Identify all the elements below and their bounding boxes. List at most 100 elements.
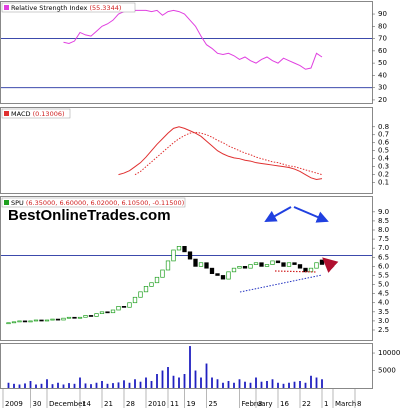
volume-bar — [29, 381, 32, 388]
y-tick-label: 5000 — [378, 367, 396, 375]
volume-bar — [73, 383, 76, 388]
volume-bar — [134, 379, 136, 388]
volume-bar — [40, 383, 43, 388]
candle — [72, 316, 77, 319]
marks: 90 80 70 60 50 40 30 20 0.80.70.60.50.40.30.20.1… — [1, 9, 400, 408]
volume-bar — [35, 384, 37, 388]
support-line — [274, 270, 317, 273]
volume-bar — [51, 384, 54, 388]
y-tick-label: 0.2 — [378, 171, 389, 179]
candle — [204, 262, 209, 269]
candle — [143, 286, 149, 293]
candle — [28, 320, 33, 323]
volume-bar — [178, 377, 180, 388]
legend-name: Relative Strength Index — [11, 4, 88, 12]
volume-bar — [117, 382, 120, 388]
y-tick-label: 90 — [378, 10, 387, 18]
legend-name: SPU — [11, 199, 24, 207]
y-tick-label: 50 — [378, 59, 387, 67]
volume-bar — [315, 377, 318, 388]
volume-bar — [194, 370, 197, 388]
volume-bar — [189, 346, 191, 388]
candle — [6, 322, 11, 325]
volume-bar — [293, 381, 296, 388]
candle — [248, 264, 253, 269]
candle — [215, 273, 220, 276]
candle — [176, 246, 182, 251]
candle — [11, 321, 17, 324]
x-tick-label: 2009 — [5, 400, 23, 408]
candle — [198, 262, 204, 267]
volume-bar — [156, 374, 158, 388]
volume-bar — [167, 367, 169, 388]
y-tick-label: 5.0 — [378, 281, 389, 289]
x-tick-label: February — [242, 400, 273, 408]
candle — [253, 262, 259, 265]
candle — [83, 315, 88, 318]
candle — [77, 316, 83, 319]
volume-bar — [79, 377, 81, 388]
legend-name: MACD (0.13006) — [11, 110, 65, 118]
volume-bar — [227, 381, 230, 388]
volume-bar — [7, 382, 10, 388]
volume-bar — [299, 381, 301, 388]
annotation-arrow — [264, 206, 292, 222]
x-tick-label: 22 — [302, 400, 311, 408]
y-tick-label: 80 — [378, 22, 387, 30]
x-tick-label: 28 — [126, 400, 135, 408]
x-tick-label: December — [49, 400, 85, 408]
volume-bar — [90, 384, 92, 388]
volume-bar — [205, 363, 208, 388]
candle — [193, 258, 198, 267]
legend-reading: (0.13006) — [33, 110, 65, 118]
x-tick-label: 8 — [357, 400, 361, 408]
x-tick-label: 14 — [82, 400, 91, 408]
y-tick-label: 60 — [378, 47, 387, 55]
volume-bar — [123, 380, 125, 388]
volume-bar — [266, 381, 268, 388]
legend-reading: (6.35000, 6.60000, 6.02000, 6.10500, -0.… — [26, 199, 184, 207]
x-tick-label: March — [335, 400, 356, 408]
x-tick-label: 30 — [33, 400, 42, 408]
y-tick-label: 0.6 — [378, 139, 390, 147]
macd-legend — [1, 108, 71, 119]
candle — [132, 296, 138, 304]
y-tick-label: 3.5 — [378, 308, 389, 316]
candle — [308, 267, 314, 273]
candle — [231, 267, 237, 273]
candle — [121, 306, 127, 308]
y-tick-label: 3.0 — [378, 317, 389, 325]
candle — [160, 269, 165, 278]
y-tick-label: 6.5 — [378, 253, 389, 261]
x-tick-label: 1 — [324, 400, 328, 408]
volume-bar — [255, 377, 257, 388]
volume-bar — [24, 383, 26, 388]
candle — [154, 276, 160, 284]
candle — [286, 262, 292, 267]
y-tick-label: 30 — [378, 84, 387, 92]
y-tick-label: 40 — [378, 71, 387, 79]
volume-bar — [321, 379, 323, 388]
candle — [281, 262, 286, 267]
candle — [220, 275, 226, 280]
y-tick-label: 6.0 — [378, 262, 389, 270]
volume-bar — [161, 370, 164, 388]
x-tick-label: 21 — [104, 400, 113, 408]
rsi-panel — [0, 1, 373, 104]
legend-swatch — [4, 200, 9, 205]
x-tick-label: 2010 — [148, 400, 166, 408]
candle — [259, 262, 264, 267]
candle — [171, 249, 176, 262]
watermark: BestOnlineTrades.com — [8, 207, 171, 224]
y-tick-label: 2.5 — [378, 326, 389, 334]
series-line — [134, 131, 323, 176]
candle — [264, 264, 270, 267]
y-tick-label: 0.7 — [378, 131, 389, 139]
candle — [270, 260, 275, 265]
rsi-legend — [1, 2, 136, 13]
series-line — [63, 9, 323, 70]
y-tick-label: 5.5 — [378, 271, 389, 279]
volume-bar — [13, 383, 15, 388]
volume-bar — [84, 383, 87, 388]
